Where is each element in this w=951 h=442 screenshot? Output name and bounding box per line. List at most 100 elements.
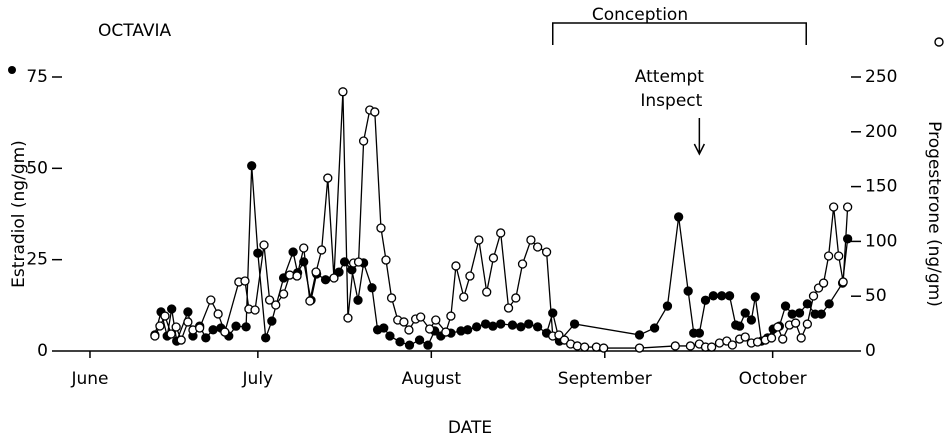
data-point <box>488 253 499 263</box>
legend-marker-filled <box>8 66 16 74</box>
data-point <box>818 278 829 288</box>
data-point <box>171 322 181 332</box>
data-point <box>155 321 165 331</box>
data-point <box>299 257 309 267</box>
data-point <box>685 341 696 351</box>
annotation: Attempt <box>635 67 704 87</box>
data-point <box>183 317 193 327</box>
data-point <box>316 245 327 255</box>
data-point <box>150 331 160 341</box>
data-point <box>424 324 435 334</box>
y2-tick-label: 0 <box>865 341 876 361</box>
data-point <box>740 332 750 342</box>
y2-axis-label: Progesterone (ng/gm) <box>924 121 944 307</box>
conception-bracket <box>551 22 807 45</box>
data-point <box>773 322 783 332</box>
data-point <box>816 309 826 319</box>
data-point <box>541 247 552 257</box>
data-point <box>253 248 263 258</box>
data-point <box>323 173 333 183</box>
data-point <box>305 296 315 306</box>
data-point <box>431 315 441 325</box>
data-point <box>670 341 680 351</box>
data-point <box>834 251 844 261</box>
data-point <box>261 333 271 343</box>
data-point <box>838 277 848 287</box>
annotation: Inspect <box>640 91 702 111</box>
data-point <box>386 293 397 303</box>
data-point <box>808 291 819 301</box>
data-point <box>802 319 813 329</box>
data-point <box>734 321 745 331</box>
data-point <box>399 317 409 327</box>
annotation-arrow <box>693 118 706 156</box>
data-point <box>740 308 750 318</box>
data-point <box>778 334 788 344</box>
data-point <box>370 107 380 117</box>
data-point <box>206 295 216 305</box>
data-point <box>823 251 834 261</box>
data-point <box>334 267 344 277</box>
data-point <box>842 202 853 212</box>
data-point <box>707 342 717 352</box>
data-point <box>649 323 660 333</box>
data-point <box>299 243 309 253</box>
data-point <box>220 327 230 337</box>
data-point <box>329 273 339 283</box>
data-point <box>259 240 269 250</box>
data-point <box>599 343 609 353</box>
data-point <box>292 271 302 281</box>
data-point <box>674 212 684 222</box>
data-point <box>288 247 298 257</box>
data-point <box>516 322 526 332</box>
data-point <box>796 333 806 343</box>
data-point <box>385 331 395 341</box>
x-tick-label: October <box>739 369 807 389</box>
data-point <box>183 307 193 317</box>
x-axis-label: DATE <box>448 418 492 438</box>
data-point <box>794 308 805 318</box>
data-point <box>278 289 289 299</box>
data-point <box>353 257 364 267</box>
data-point <box>694 328 705 338</box>
data-point <box>750 292 760 302</box>
y-tick-label: 75 <box>26 67 48 87</box>
data-point <box>503 303 514 313</box>
data-point <box>320 275 331 285</box>
data-point <box>683 286 693 296</box>
data-point <box>634 330 645 340</box>
y-tick-label: 0 <box>37 341 48 361</box>
data-point <box>395 337 405 347</box>
data-point <box>240 276 250 286</box>
annotation: Conception <box>592 5 688 25</box>
data-point <box>790 318 801 328</box>
data-point <box>662 301 673 311</box>
data-point <box>766 333 777 343</box>
data-point <box>176 335 186 345</box>
data-point <box>404 340 415 350</box>
data-point <box>463 325 473 335</box>
data-point <box>441 327 451 337</box>
y-axis-label: Estradiol (ng/gm) <box>9 140 29 288</box>
data-point <box>746 315 757 325</box>
data-point <box>829 202 839 212</box>
data-point <box>507 320 518 330</box>
data-point <box>353 295 363 305</box>
data-point <box>446 311 456 321</box>
data-point <box>532 242 543 252</box>
data-point <box>358 136 369 146</box>
y2-tick-label: 200 <box>865 122 897 142</box>
y2-tick-label: 250 <box>865 67 897 87</box>
data-point <box>338 87 348 97</box>
x-tick-label: September <box>558 369 652 389</box>
data-point <box>195 323 205 333</box>
data-point <box>842 234 853 244</box>
data-point <box>381 255 391 265</box>
legend-marker-open <box>934 37 944 47</box>
y2-tick-label: 150 <box>865 177 897 197</box>
y-tick-label: 25 <box>26 250 48 270</box>
data-point <box>208 325 218 335</box>
data-point <box>339 257 350 267</box>
data-point <box>423 340 433 350</box>
